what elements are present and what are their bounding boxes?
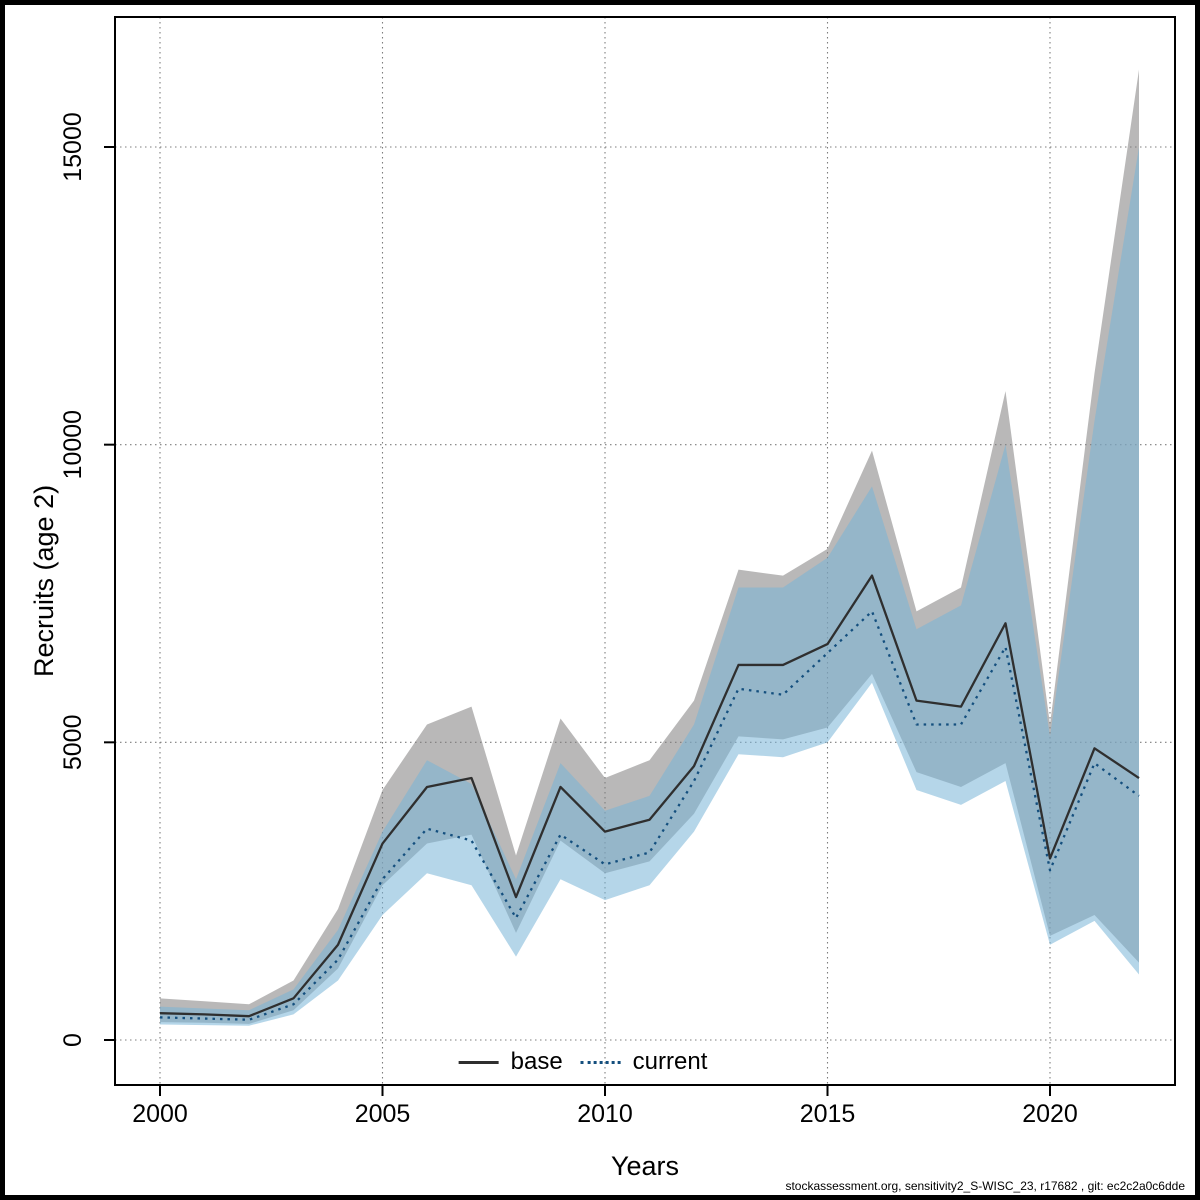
svg-text:2015: 2015	[800, 1100, 856, 1128]
plot-svg: 0 5000 10000 15000 2000 2005 2010 2015 2020	[59, 16, 1176, 1128]
legend-item-base: base	[458, 1048, 563, 1076]
svg-text:2020: 2020	[1022, 1100, 1078, 1128]
legend: base current	[458, 1048, 708, 1076]
svg-text:5000: 5000	[59, 715, 87, 771]
footer-attribution: stockassessment.org, sensitivity2_S-WISC…	[785, 1179, 1185, 1193]
svg-text:0: 0	[59, 1033, 87, 1047]
legend-base-label: base	[510, 1048, 563, 1075]
svg-text:15000: 15000	[59, 112, 87, 182]
legend-current-label: current	[632, 1048, 708, 1075]
legend-current-line-sample	[580, 1060, 621, 1064]
legend-item-current: current	[580, 1048, 708, 1076]
y-axis-label: Recruits (age 2)	[29, 484, 59, 677]
x-axis-label: Years	[610, 1151, 680, 1181]
legend-base-line-sample	[458, 1060, 499, 1064]
svg-text:2005: 2005	[355, 1100, 411, 1128]
svg-text:2000: 2000	[132, 1100, 188, 1128]
svg-text:10000: 10000	[59, 410, 87, 480]
svg-text:2010: 2010	[577, 1100, 633, 1128]
